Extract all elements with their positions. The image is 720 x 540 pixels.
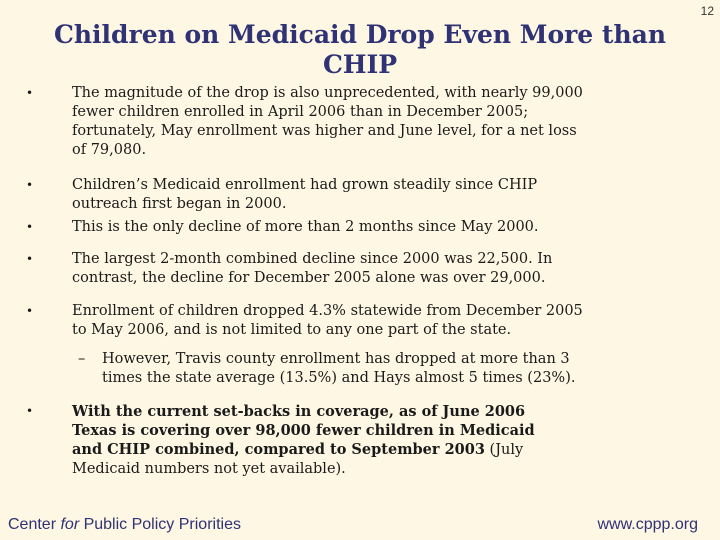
slide-number: 12: [700, 4, 714, 18]
bullet-1-line-4: of 79,080.: [72, 142, 147, 158]
sub-bullet-line-1: However, Travis county enrollment has dr…: [102, 351, 570, 367]
bullet-1-line-2: fewer children enrolled in April 2006 th…: [72, 104, 529, 120]
bullet-6-line-2: Texas is covering over 98,000 fewer chil…: [72, 422, 535, 439]
bullet-4-line-1: The largest 2-month combined decline sin…: [72, 251, 553, 267]
bullet-3-line-1: This is the only decline of more than 2 …: [72, 219, 539, 235]
bullet-5-line-2: to May 2006, and is not limited to any o…: [72, 322, 512, 338]
footer-organization: Center for Public Policy Priorities: [8, 516, 241, 534]
bullet-6-line-3-tail: (July: [484, 442, 524, 458]
bullet-dot-icon: •: [26, 86, 34, 100]
footer-org-pre: Center: [8, 516, 61, 533]
bullet-6-line-1: With the current set-backs in coverage, …: [72, 403, 526, 420]
dash-icon: –: [78, 351, 86, 367]
footer-url[interactable]: www.cppp.org: [597, 516, 699, 533]
footer-org-em: for: [60, 516, 80, 533]
sub-bullet-line-2: times the state average (13.5%) and Hays…: [102, 370, 576, 386]
bullet-5-line-1: Enrollment of children dropped 4.3% stat…: [72, 303, 583, 319]
bullet-6-line-4: Medicaid numbers not yet available).: [72, 461, 346, 477]
slide-title: Children on Medicaid Drop Even More than…: [0, 20, 720, 80]
bullet-1-line-1: The magnitude of the drop is also unprec…: [72, 85, 583, 101]
bullet-2-line-2: outreach first began in 2000.: [72, 196, 287, 212]
bullet-dot-icon: •: [26, 178, 34, 192]
bullet-dot-icon: •: [26, 220, 34, 234]
bullet-4-line-2: contrast, the decline for December 2005 …: [72, 270, 546, 286]
bullet-2-line-1: Children’s Medicaid enrollment had grown…: [72, 177, 538, 193]
bullet-1-line-3: fortunately, May enrollment was higher a…: [72, 123, 577, 139]
bullet-6-line-3: and CHIP combined, compared to September…: [72, 441, 485, 458]
title-line-1: Children on Medicaid Drop Even More than: [53, 20, 667, 49]
footer-org-post: Public Policy Priorities: [79, 516, 241, 533]
bullet-dot-icon: •: [26, 404, 34, 418]
bullet-dot-icon: •: [26, 252, 34, 266]
title-line-2: CHIP: [322, 50, 397, 79]
bullet-dot-icon: •: [26, 304, 34, 318]
